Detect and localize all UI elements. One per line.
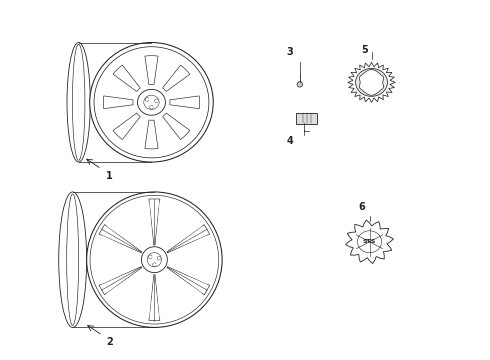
- Text: 5: 5: [361, 45, 368, 55]
- Polygon shape: [145, 120, 158, 149]
- Polygon shape: [348, 62, 395, 103]
- Ellipse shape: [356, 68, 388, 96]
- Polygon shape: [360, 69, 384, 95]
- Text: 1: 1: [105, 171, 112, 181]
- Text: 3: 3: [287, 48, 293, 58]
- Polygon shape: [145, 56, 158, 85]
- Polygon shape: [103, 96, 133, 109]
- Polygon shape: [113, 65, 140, 91]
- Polygon shape: [107, 269, 153, 318]
- Ellipse shape: [142, 247, 168, 273]
- Ellipse shape: [297, 82, 302, 87]
- Polygon shape: [113, 113, 140, 139]
- Polygon shape: [107, 202, 153, 250]
- Text: 6: 6: [358, 202, 365, 212]
- Polygon shape: [97, 235, 140, 284]
- Polygon shape: [169, 235, 212, 284]
- Text: 2: 2: [106, 337, 113, 347]
- Polygon shape: [156, 202, 202, 250]
- Text: 4: 4: [287, 136, 293, 146]
- Ellipse shape: [87, 192, 222, 328]
- Text: STS: STS: [363, 239, 376, 244]
- Polygon shape: [156, 269, 202, 318]
- Polygon shape: [163, 113, 190, 139]
- FancyBboxPatch shape: [296, 113, 317, 124]
- Polygon shape: [163, 65, 190, 91]
- Ellipse shape: [138, 89, 166, 115]
- Polygon shape: [345, 220, 393, 264]
- Polygon shape: [170, 96, 199, 109]
- Ellipse shape: [90, 42, 213, 162]
